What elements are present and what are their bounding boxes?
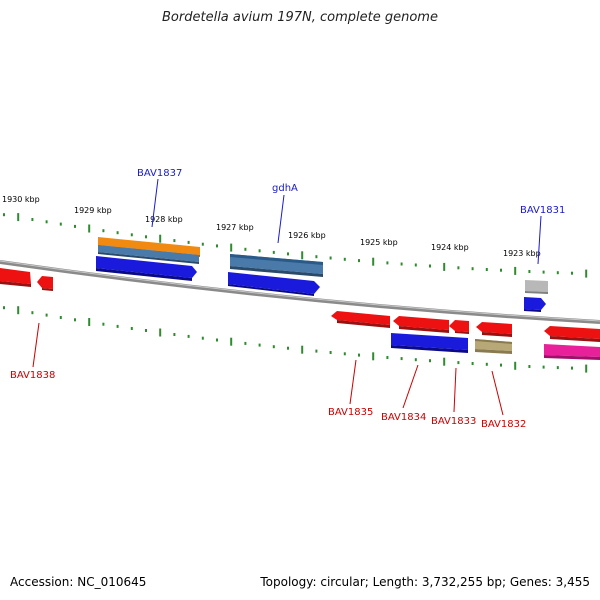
- gene-label-bav1833[interactable]: BAV1833: [431, 416, 476, 427]
- gene-feature-khaki-bav1832[interactable]: [475, 339, 512, 354]
- gene-feature-steel-gdha[interactable]: [230, 254, 323, 277]
- gene-label-bav1834[interactable]: BAV1834: [381, 412, 426, 423]
- scale-label: 1929 kbp: [74, 206, 112, 215]
- leader-line: [349, 359, 357, 405]
- gene-label-bav1837[interactable]: BAV1837: [137, 168, 182, 179]
- map-title: Bordetella avium 197N, complete genome: [162, 10, 438, 25]
- scale-label: 1923 kbp: [503, 249, 541, 258]
- leader-line: [453, 367, 457, 413]
- gene-feature-red-bav1833[interactable]: [449, 320, 469, 334]
- gene-feature-gray-bav1831[interactable]: [525, 280, 548, 294]
- leader-line: [32, 322, 40, 368]
- gene-label-bav1838[interactable]: BAV1838: [10, 370, 55, 381]
- gene-label-bav1832[interactable]: BAV1832: [481, 419, 526, 430]
- scale-label: 1926 kbp: [288, 231, 326, 240]
- leader-line: [151, 178, 159, 228]
- scale-label: 1928 kbp: [145, 215, 183, 224]
- leader-line: [537, 215, 542, 265]
- scale-label: 1927 kbp: [216, 223, 254, 232]
- scale-label: 1930 kbp: [2, 195, 40, 204]
- topology-text: Topology: circular; Length: 3,732,255 bp…: [260, 575, 590, 589]
- gene-feature-red-bav1832[interactable]: [476, 322, 512, 337]
- gene-feature-steel[interactable]: [98, 245, 199, 264]
- gene-feature-magenta[interactable]: [544, 344, 600, 360]
- gene-feature-red-bav1838[interactable]: [37, 276, 53, 291]
- leader-line: [491, 370, 504, 416]
- scale-ticks-upper: [3, 213, 588, 278]
- accession-text: Accession: NC_010645: [10, 575, 147, 589]
- gene-feature-blue-bav1837[interactable]: [96, 256, 197, 281]
- gene-feature-blue-bav1834[interactable]: [391, 333, 468, 353]
- scale-label: 1924 kbp: [431, 243, 469, 252]
- genome-backbone: [0, 260, 600, 324]
- gene-feature-blue-gdha[interactable]: [228, 272, 320, 296]
- gene-feature-blue-bav1831[interactable]: [524, 297, 546, 312]
- gene-label-bav1831[interactable]: BAV1831: [520, 205, 565, 216]
- scale-ticks-lower: [3, 306, 588, 373]
- gene-label-bav1835[interactable]: BAV1835: [328, 407, 373, 418]
- leader-line: [402, 364, 419, 409]
- leader-line: [277, 194, 285, 244]
- gene-feature-red-left[interactable]: [0, 268, 31, 287]
- gene-feature-red-bav1834[interactable]: [393, 316, 449, 333]
- gene-feature-red-right[interactable]: [544, 326, 600, 342]
- gene-label-gdha[interactable]: gdhA: [272, 183, 298, 194]
- gene-feature-red-bav1835[interactable]: [331, 311, 390, 328]
- scale-label: 1925 kbp: [360, 238, 398, 247]
